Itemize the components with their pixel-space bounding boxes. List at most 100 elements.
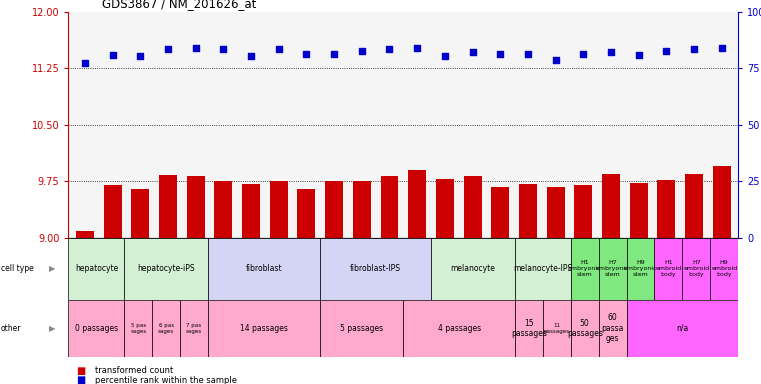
Bar [602, 174, 620, 238]
Bar [519, 184, 537, 238]
Text: fibroblast: fibroblast [246, 264, 282, 273]
Text: 0 passages: 0 passages [75, 324, 118, 333]
Point [660, 48, 672, 54]
Text: 50
passages: 50 passages [567, 319, 603, 338]
Text: fibroblast-IPS: fibroblast-IPS [350, 264, 401, 273]
Point [79, 60, 91, 66]
Point [522, 51, 534, 57]
Text: GDS3867 / NM_201626_at: GDS3867 / NM_201626_at [102, 0, 256, 10]
Text: 60
passa
ges: 60 passa ges [601, 313, 624, 343]
Point [245, 53, 257, 59]
Bar [515, 300, 543, 357]
Text: 15
passages: 15 passages [511, 319, 547, 338]
Point [107, 52, 119, 58]
Text: n/a: n/a [677, 324, 689, 333]
Point [715, 45, 728, 51]
Text: hepatocyte: hepatocyte [75, 264, 118, 273]
Point [328, 51, 340, 57]
Bar [571, 300, 599, 357]
Point [301, 51, 313, 57]
Text: 11
passages: 11 passages [544, 323, 570, 334]
Point [549, 57, 562, 63]
Text: melanocyte: melanocyte [451, 264, 495, 273]
Bar [320, 300, 403, 357]
Bar [463, 176, 482, 238]
Point [688, 45, 700, 51]
Bar [403, 300, 515, 357]
Bar [353, 181, 371, 238]
Bar [380, 176, 399, 238]
Text: other: other [1, 324, 21, 333]
Text: ▶: ▶ [49, 324, 56, 333]
Bar [208, 300, 320, 357]
Bar [132, 189, 149, 238]
Text: H1
embroid
body: H1 embroid body [655, 260, 681, 277]
Bar [710, 238, 738, 300]
Point [466, 48, 479, 55]
Bar [626, 238, 654, 300]
Point [218, 45, 230, 51]
Bar [186, 176, 205, 238]
Text: 14 passages: 14 passages [240, 324, 288, 333]
Bar [208, 238, 320, 300]
Bar [431, 238, 515, 300]
Bar [599, 238, 626, 300]
Bar [270, 182, 288, 238]
Bar [571, 238, 599, 300]
Text: H9
embroid
body: H9 embroid body [712, 260, 737, 277]
Text: percentile rank within the sample: percentile rank within the sample [95, 376, 237, 384]
Bar [626, 300, 738, 357]
Bar [298, 189, 316, 238]
Bar [68, 238, 124, 300]
Point [494, 51, 506, 57]
Text: transformed count: transformed count [95, 366, 174, 375]
Bar [242, 184, 260, 238]
Bar [658, 180, 675, 238]
Bar [76, 230, 94, 238]
Point [577, 51, 589, 57]
Text: 6 pas
sages: 6 pas sages [158, 323, 174, 334]
Bar [436, 179, 454, 238]
Text: H7
embryonic
stem: H7 embryonic stem [596, 260, 629, 277]
Text: ■: ■ [76, 366, 85, 376]
Point [384, 46, 396, 52]
Text: H1
embryonic
stem: H1 embryonic stem [568, 260, 601, 277]
Point [189, 45, 202, 51]
Bar [124, 300, 152, 357]
Bar [180, 300, 208, 357]
Bar [159, 175, 177, 238]
Bar [575, 185, 592, 238]
Text: H9
embryonic
stem: H9 embryonic stem [624, 260, 658, 277]
Bar [325, 182, 343, 238]
Bar [103, 185, 122, 238]
Point [632, 51, 645, 58]
Text: ▶: ▶ [49, 264, 56, 273]
Bar [320, 238, 431, 300]
Bar [685, 174, 703, 238]
Text: H7
embroid
body: H7 embroid body [683, 260, 709, 277]
Text: ■: ■ [76, 375, 85, 384]
Text: 4 passages: 4 passages [438, 324, 481, 333]
Bar [408, 170, 426, 238]
Bar [654, 238, 683, 300]
Point [162, 46, 174, 52]
Point [135, 53, 147, 59]
Bar [599, 300, 626, 357]
Bar [68, 300, 124, 357]
Text: melanocyte-IPS: melanocyte-IPS [513, 264, 572, 273]
Bar [124, 238, 208, 300]
Text: 5 pas
sages: 5 pas sages [130, 323, 146, 334]
Bar [152, 300, 180, 357]
Bar [629, 183, 648, 238]
Point [355, 48, 368, 54]
Text: 5 passages: 5 passages [340, 324, 383, 333]
Text: cell type: cell type [1, 264, 33, 273]
Bar [215, 182, 232, 238]
Point [272, 46, 285, 52]
Bar [683, 238, 710, 300]
Point [411, 45, 423, 51]
Point [439, 53, 451, 59]
Text: hepatocyte-iPS: hepatocyte-iPS [137, 264, 195, 273]
Bar [491, 187, 509, 238]
Bar [543, 300, 571, 357]
